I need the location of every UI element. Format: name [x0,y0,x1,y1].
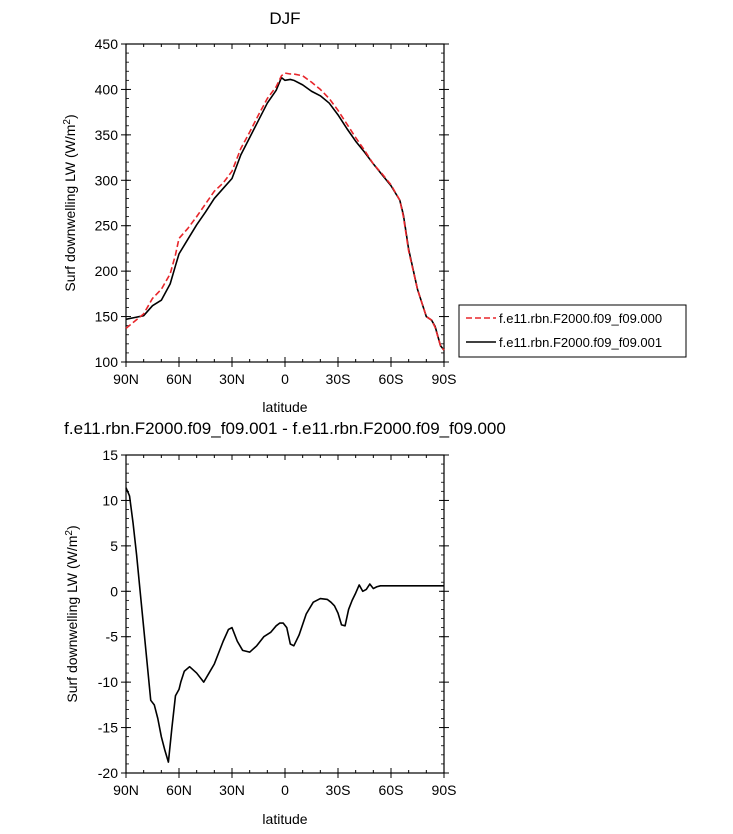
bottom-y-tick-label: -15 [98,720,118,736]
legend: f.e11.rbn.F2000.f09_f09.000 f.e11.rbn.F2… [458,304,687,358]
bottom-y-axis-title: Surf downwelling LW (W/m2) [64,525,81,702]
panel-bottom: f.e11.rbn.F2000.f09_f09.001 - f.e11.rbn.… [64,419,506,827]
bottom-x-tick-label: 0 [281,782,289,798]
bottom-x-tick-label: 30S [326,782,351,798]
bottom-axis-ticks: 90N 60N 30N 0 30S 60S 90S -20 -15 -10 -5 0 5 10 15 [98,447,457,798]
top-chart-title: DJF [269,9,300,28]
top-y-tick-label: 300 [95,172,119,188]
top-y-tick-label: 150 [95,309,119,325]
top-x-tick-label: 60N [166,371,192,387]
bottom-x-tick-label: 90N [113,782,139,798]
top-series-line-1 [125,76,445,351]
top-x-tick-label: 90S [432,371,457,387]
top-x-axis-title: latitude [262,399,307,415]
top-plot-frame [125,43,445,363]
top-x-tick-label: 30N [219,371,245,387]
top-y-axis-title-close: ) [62,114,78,119]
bottom-series-line-0 [125,487,444,763]
top-y-tick-label: 250 [95,218,119,234]
top-x-tick-label: 30S [326,371,351,387]
bottom-y-tick-label: 0 [110,583,118,599]
bottom-y-axis-title-close: ) [64,525,80,530]
legend-box [458,304,687,358]
bottom-y-axis-title-text: Surf downwelling LW (W/m [64,536,80,703]
legend-label-series-001: f.e11.rbn.F2000.f09_f09.001 [499,335,662,350]
bottom-y-tick-label: -5 [106,629,119,645]
bottom-x-tick-label: 60S [379,782,404,798]
top-x-tick-label: 60S [379,371,404,387]
top-series-lines [125,72,445,351]
bottom-x-axis-title: latitude [262,811,307,827]
top-y-tick-label: 100 [95,354,119,370]
legend-label-series-000: f.e11.rbn.F2000.f09_f09.000 [499,311,662,326]
bottom-y-tick-label: 15 [102,447,118,463]
bottom-y-tick-label: -20 [98,765,118,781]
top-axis-ticks: 90N 60N 30N 0 30S 60S 90S 100 150 200 250 300 350 400… [95,36,457,387]
bottom-x-tick-label: 60N [166,782,192,798]
bottom-y-tick-label: 10 [102,492,118,508]
top-y-axis-title-text: Surf downwelling LW (W/m [62,125,78,292]
top-y-axis-title: Surf downwelling LW (W/m2) [62,114,79,291]
top-y-tick-label: 350 [95,127,119,143]
bottom-y-tick-label: -10 [98,674,118,690]
top-x-tick-label: 90N [113,371,139,387]
top-y-tick-label: 400 [95,81,119,97]
bottom-y-tick-label: 5 [110,538,118,554]
top-y-tick-label: 200 [95,263,119,279]
top-y-axis-title-sup: 2 [62,119,73,125]
bottom-x-tick-label: 90S [432,782,457,798]
bottom-chart-title: f.e11.rbn.F2000.f09_f09.001 - f.e11.rbn.… [64,419,506,438]
top-y-tick-label: 450 [95,36,119,52]
panel-top: DJF 90N 60N 30N 0 30S 60S 90S 100 150 200 250 300 35… [62,9,687,415]
bottom-x-tick-label: 30N [219,782,245,798]
top-series-line-0 [125,72,445,351]
bottom-series-lines [125,487,444,763]
bottom-plot-frame [125,454,445,774]
bottom-y-axis-title-sup: 2 [64,530,75,536]
top-x-tick-label: 0 [281,371,289,387]
